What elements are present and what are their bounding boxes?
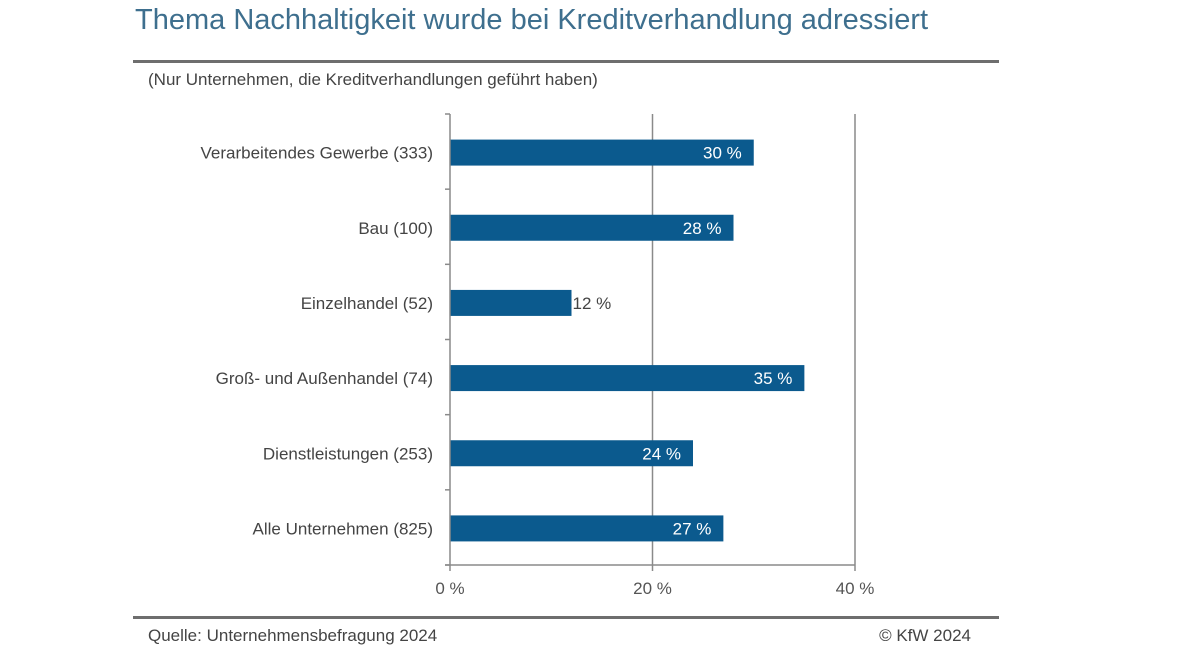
category-label: Groß- und Außenhandel (74) bbox=[216, 369, 433, 388]
data-label: 28 % bbox=[683, 219, 722, 238]
x-tick-label: 20 % bbox=[633, 579, 672, 598]
category-label: Alle Unternehmen (825) bbox=[253, 519, 433, 538]
data-label: 24 % bbox=[642, 444, 681, 463]
source-note: Quelle: Unternehmensbefragung 2024 bbox=[148, 626, 438, 645]
copyright: © KfW 2024 bbox=[879, 626, 971, 645]
top-rule bbox=[133, 60, 999, 63]
category-label: Dienstleistungen (253) bbox=[263, 444, 433, 463]
bar bbox=[450, 289, 572, 316]
bottom-rule bbox=[133, 616, 999, 619]
x-tick-label: 40 % bbox=[836, 579, 875, 598]
bar bbox=[450, 440, 693, 467]
data-label: 27 % bbox=[673, 519, 712, 538]
data-label: 12 % bbox=[573, 294, 612, 313]
bar bbox=[450, 214, 734, 241]
category-label: Bau (100) bbox=[358, 219, 433, 238]
category-label: Einzelhandel (52) bbox=[301, 294, 433, 313]
chart-title: Thema Nachhaltigkeit wurde bei Kreditver… bbox=[135, 4, 929, 36]
bar bbox=[450, 515, 724, 542]
data-label: 30 % bbox=[703, 144, 742, 163]
category-label: Verarbeitendes Gewerbe (333) bbox=[201, 144, 433, 163]
bar bbox=[450, 139, 754, 166]
data-label: 35 % bbox=[754, 369, 793, 388]
bar bbox=[450, 365, 805, 392]
chart-subtitle: (Nur Unternehmen, die Kreditverhandlunge… bbox=[148, 70, 598, 89]
x-tick-label: 0 % bbox=[435, 579, 464, 598]
